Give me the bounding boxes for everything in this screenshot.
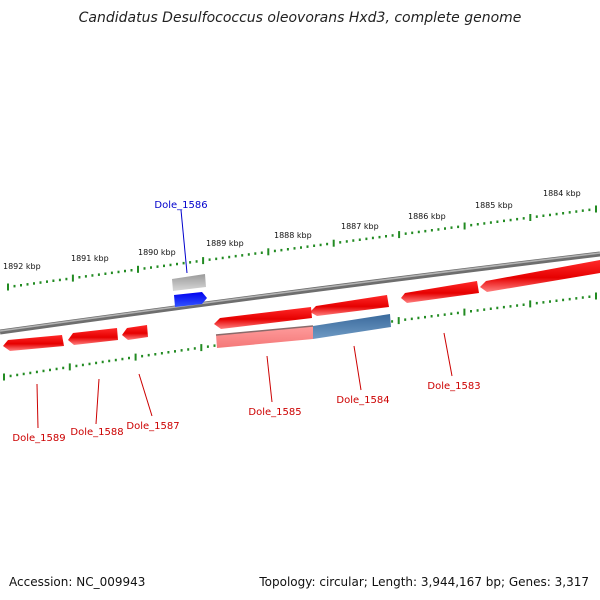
gene-shadow: [172, 274, 206, 291]
genome-backbone: [0, 251, 600, 335]
gene-dole-1589[interactable]: [3, 335, 64, 351]
kbp-labels: 1892 kbp 1891 kbp 1890 kbp 1889 kbp 1888…: [3, 189, 581, 271]
gene-dole-1583[interactable]: [401, 260, 600, 303]
gene-label-dole-1585[interactable]: Dole_1585: [248, 407, 301, 418]
gene-label-dole-1586[interactable]: Dole_1586: [154, 200, 207, 211]
gene-arrow: [174, 292, 207, 307]
gene-label-dole-1587[interactable]: Dole_1587: [126, 421, 179, 432]
gene-dole-1585-upper[interactable]: [214, 307, 312, 329]
kbp-label: 1890 kbp: [138, 248, 176, 257]
gene-dole-1587[interactable]: [122, 325, 148, 340]
gene-arrow: [401, 281, 479, 303]
gene-arrow: [68, 328, 118, 345]
leader-lines: [36, 209, 453, 429]
gene-label-dole-1589[interactable]: Dole_1589: [12, 433, 65, 444]
gene-body: [216, 326, 313, 348]
kbp-label: 1888 kbp: [274, 231, 312, 240]
kbp-label: 1884 kbp: [543, 189, 581, 198]
gene-dole-1586[interactable]: [172, 274, 207, 307]
gene-dole-1588[interactable]: [68, 328, 118, 345]
gene-dole-1585[interactable]: [215, 325, 314, 348]
gene-arrow: [3, 335, 64, 351]
genome-summary-text: Topology: circular; Length: 3,944,167 bp…: [258, 575, 589, 589]
gene-label-dole-1583[interactable]: Dole_1583: [427, 381, 480, 392]
gene-arrow: [480, 260, 600, 292]
gene-arrow: [122, 325, 148, 340]
kbp-label: 1886 kbp: [408, 212, 446, 221]
accession-text: Accession: NC_009943: [9, 575, 145, 589]
kbp-label: 1889 kbp: [206, 239, 244, 248]
gene-dole-1584[interactable]: [313, 314, 391, 339]
gene-dole-1584-upper[interactable]: [310, 295, 389, 316]
kbp-label: 1885 kbp: [475, 201, 513, 210]
gene-label-dole-1588[interactable]: Dole_1588: [70, 427, 123, 438]
gene-labels: Dole_1586 Dole_1589 Dole_1588 Dole_1587 …: [12, 200, 480, 444]
gene-arrow: [214, 307, 312, 329]
outer-tick-scale: [7, 205, 597, 291]
kbp-label: 1887 kbp: [341, 222, 379, 231]
map-title: Candidatus Desulfococcus oleovorans Hxd3…: [79, 10, 522, 26]
gene-arrow: [310, 295, 389, 316]
gene-body: [313, 314, 391, 339]
kbp-label: 1891 kbp: [71, 254, 109, 263]
kbp-label: 1892 kbp: [3, 262, 41, 271]
gene-label-dole-1584[interactable]: Dole_1584: [336, 395, 389, 406]
